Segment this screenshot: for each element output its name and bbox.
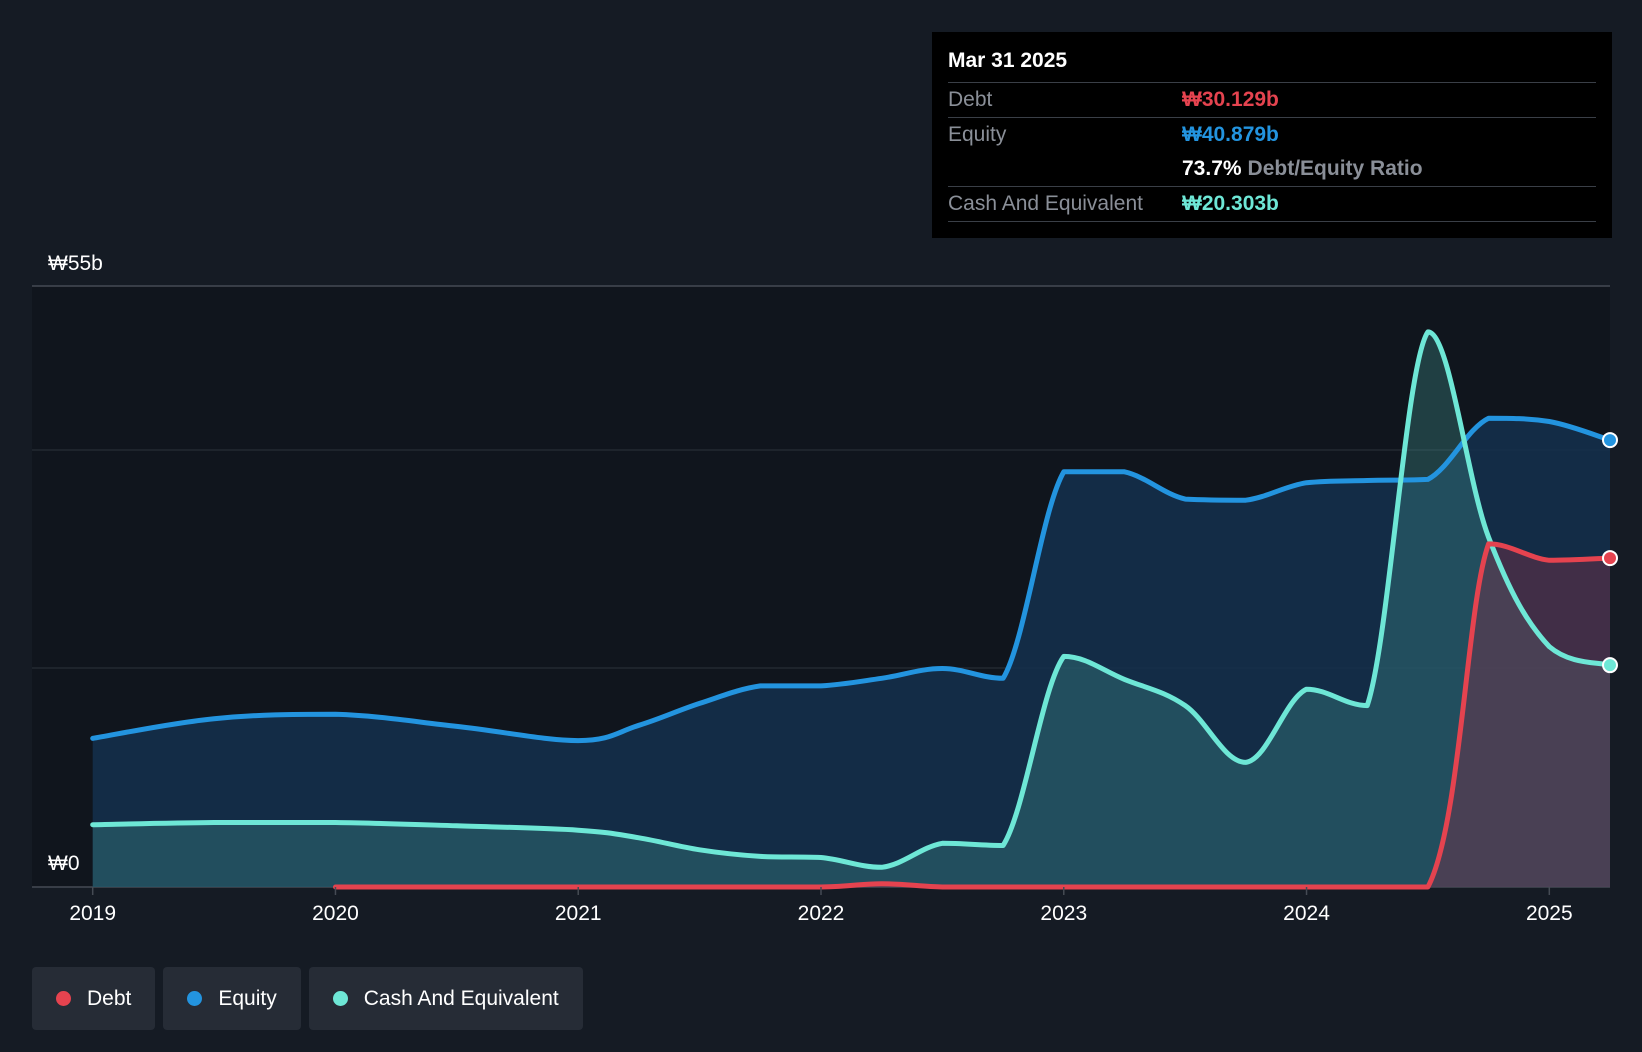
legend-item-equity[interactable]: Equity bbox=[163, 967, 301, 1030]
area-cash-and-equivalent bbox=[92, 331, 1611, 887]
legend-label-equity: Equity bbox=[218, 986, 277, 1010]
tooltip-equity-row: Equity ₩40.879b bbox=[948, 118, 1596, 152]
tooltip-ratio-spacer bbox=[948, 152, 1182, 186]
tooltip-date: Mar 31 2025 bbox=[948, 46, 1596, 83]
x-tick-label: 2022 bbox=[798, 902, 845, 925]
tooltip-equity-value: ₩40.879b bbox=[1182, 123, 1279, 146]
x-tick-label: 2024 bbox=[1283, 902, 1330, 925]
area-equity bbox=[92, 418, 1611, 887]
line-debt bbox=[333, 541, 1613, 890]
endpoint-cash-and-equivalent bbox=[1602, 657, 1618, 674]
legend-label-debt: Debt bbox=[87, 986, 132, 1010]
legend-item-debt[interactable]: Debt bbox=[32, 967, 156, 1030]
legend-label-cash: Cash And Equivalent bbox=[363, 986, 559, 1010]
x-axis-ticks: 2019 2020 2021 2022 2023 2024 2025 bbox=[69, 887, 1573, 925]
x-tick-label: 2020 bbox=[312, 902, 359, 925]
x-tick-label: 2025 bbox=[1526, 902, 1573, 925]
x-tick-label: 2023 bbox=[1040, 902, 1087, 925]
y-tick-label-zero: ₩0 bbox=[48, 852, 80, 875]
tooltip-debt-value: ₩30.129b bbox=[1182, 88, 1279, 111]
tooltip-cash-value: ₩20.303b bbox=[1182, 192, 1279, 215]
legend-dot-cash-icon bbox=[332, 991, 348, 1006]
tooltip-equity-label: Equity bbox=[948, 123, 1007, 146]
tooltip-debt-label: Debt bbox=[948, 88, 993, 111]
legend: Debt Equity Cash And Equivalent bbox=[32, 967, 583, 1030]
endpoint-equity bbox=[1602, 432, 1618, 449]
tooltip-panel: Mar 31 2025 Debt ₩30.129b Equity ₩40.879… bbox=[932, 32, 1612, 238]
legend-dot-equity-icon bbox=[187, 991, 203, 1006]
legend-item-cash[interactable]: Cash And Equivalent bbox=[308, 967, 583, 1030]
x-tick-label: 2021 bbox=[555, 902, 602, 925]
endpoint-debt bbox=[1602, 550, 1618, 567]
tooltip-ratio-label: Debt/Equity Ratio bbox=[1247, 157, 1423, 180]
tooltip-ratio-value: 73.7% bbox=[1182, 157, 1242, 180]
line-equity bbox=[90, 415, 1613, 744]
series-endpoints bbox=[1602, 432, 1618, 674]
line-cash-and-equivalent bbox=[90, 329, 1613, 870]
tooltip-cash-label: Cash And Equivalent bbox=[948, 192, 1143, 215]
tooltip-debt-row: Debt ₩30.129b bbox=[948, 83, 1596, 118]
tooltip-cash-row: Cash And Equivalent ₩20.303b bbox=[948, 187, 1596, 222]
y-tick-label-max: ₩55b bbox=[48, 252, 103, 275]
legend-dot-debt-icon bbox=[56, 991, 71, 1006]
tooltip-ratio-row: 73.7% Debt/Equity Ratio bbox=[948, 152, 1596, 187]
series-lines bbox=[90, 329, 1613, 890]
x-tick-label: 2019 bbox=[69, 902, 116, 925]
tooltip-ratio: 73.7% Debt/Equity Ratio bbox=[1182, 152, 1423, 186]
